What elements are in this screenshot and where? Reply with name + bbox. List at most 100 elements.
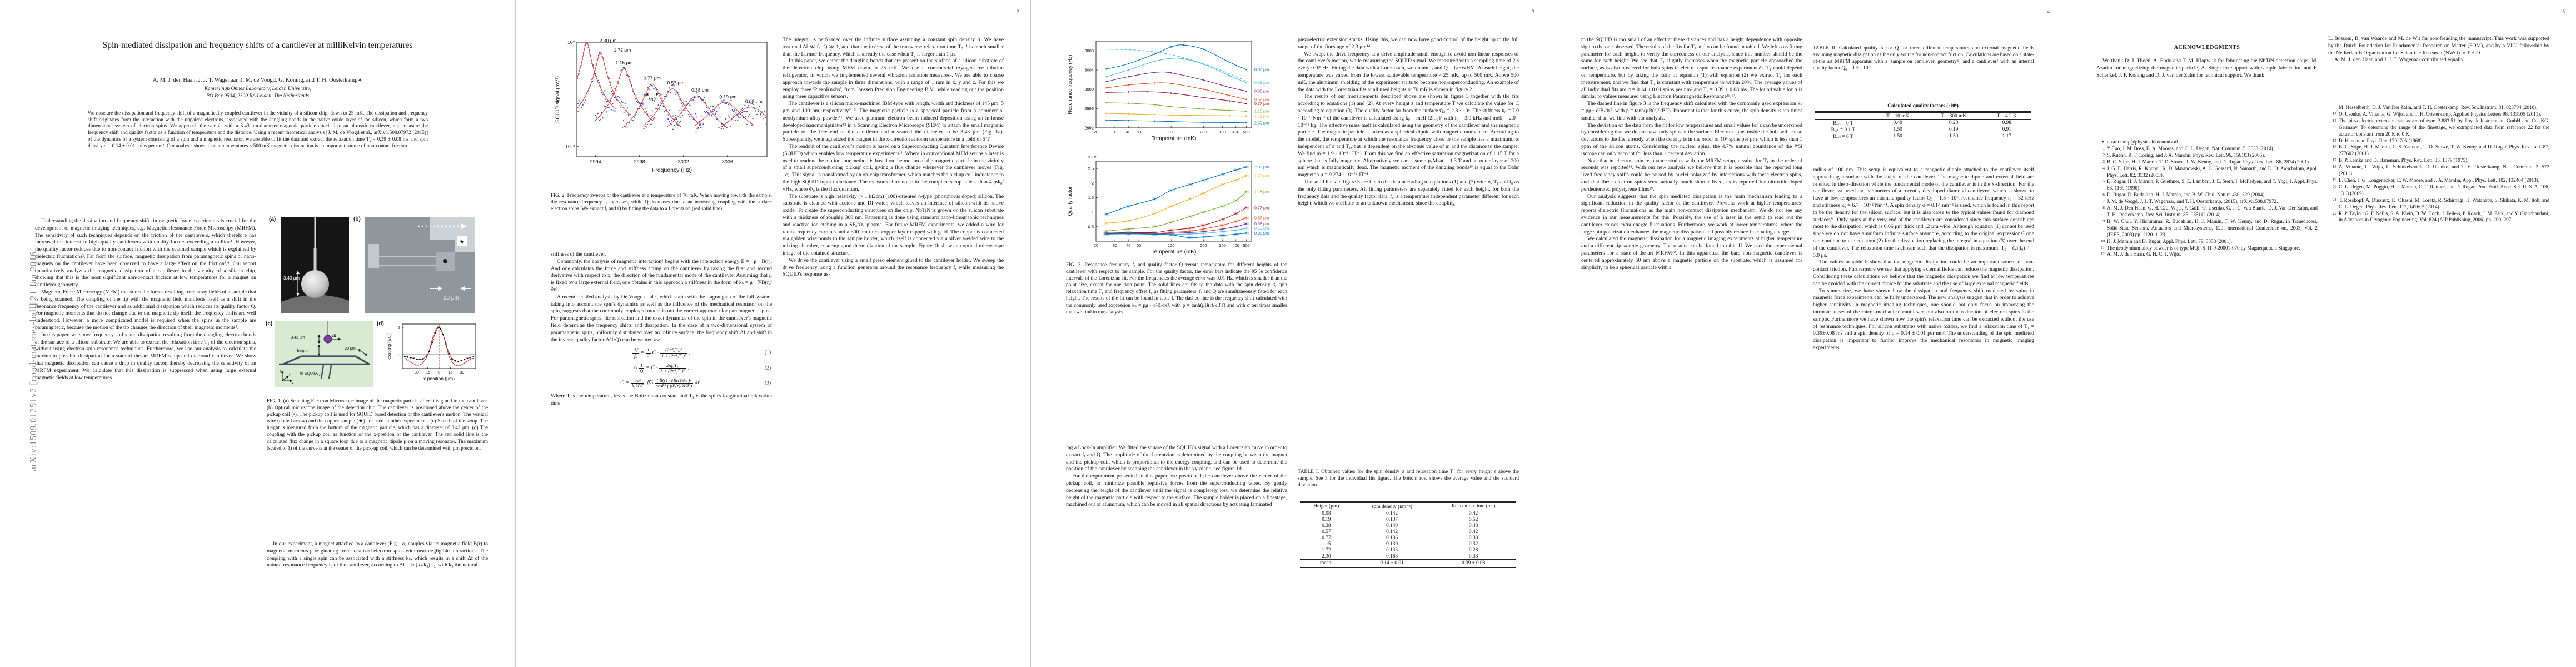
page-1: arXiv:1509.01251v2 [cond-mat.mes-hall] 2…	[0, 0, 515, 667]
table-1-caption: TABLE I. Obtained values for the spin de…	[1298, 469, 1519, 488]
fig1-scale-a-label: 3.43 μm	[283, 276, 300, 281]
svg-text:400: 400	[1232, 243, 1239, 248]
fig1-sem-image: 3.43 μm	[281, 217, 349, 313]
svg-text:30: 30	[460, 371, 464, 375]
paragraph: Our analysis suggests that the spin medi…	[1581, 193, 1802, 235]
reference-item: 21 T. Rosskopf, A. Dussaux, K. Ohashi, M.…	[2332, 197, 2549, 210]
paper-title: Spin-mediated dissipation and frequency …	[102, 41, 413, 50]
table-row: 1.72 0.133 0.28	[1322, 547, 1478, 553]
svg-text:1.15 μm: 1.15 μm	[1254, 109, 1269, 114]
svg-text:1.15 μm: 1.15 μm	[1254, 189, 1269, 194]
paragraph: The results of our measurements describe…	[1298, 93, 1519, 178]
svg-text:-15: -15	[425, 371, 430, 375]
svg-text:50: 50	[1137, 243, 1141, 248]
svg-text:30: 30	[1113, 243, 1117, 248]
svg-text:3008: 3008	[1084, 48, 1094, 53]
reference-item: 4 J. G. E. Harris, R. Knobel, K. D. Maran…	[2102, 165, 2318, 178]
reference-item: 22 R. P. Taylor, G. F. Nellis, S. A. Klei…	[2332, 210, 2550, 223]
svg-text:x position (μm): x position (μm)	[423, 376, 455, 381]
reference-item: 1 Y. Tao, J. M. Boss, B. A. Moores, and C…	[2102, 145, 2274, 151]
acknowledgments-right: L. Bossoni, B. van Waarde and M. de Wit …	[2328, 36, 2549, 64]
svg-text:50: 50	[1137, 130, 1141, 135]
svg-text:-30: -30	[413, 371, 419, 375]
fig1-scale-b-label: 30 μm	[444, 295, 459, 301]
svg-text:2992: 2992	[1084, 126, 1094, 131]
page2-left-text-a: stiffness of the cantilever. Commonly, th…	[551, 251, 772, 344]
svg-text:0.38 μm: 0.38 μm	[691, 87, 709, 93]
svg-text:2998: 2998	[634, 159, 645, 165]
reference-item: 6 D. Rugar, R. Budakian, H. J. Mamin, and…	[2102, 192, 2266, 198]
fig1-panel-c-label: (c)	[266, 321, 273, 327]
svg-text:15: 15	[449, 371, 453, 375]
fig1-axis-z: z	[280, 370, 281, 373]
page-4: 4 to the SQUID is too small of an effect…	[1546, 0, 2061, 667]
paragraph: Note that in electron spin resonance stu…	[1581, 157, 1802, 192]
svg-text:1: 1	[1092, 210, 1094, 215]
page-number-3: 3	[1532, 9, 1535, 14]
paragraph: The values in table II show that the mag…	[1813, 259, 2034, 287]
svg-text:300: 300	[1219, 243, 1226, 248]
paragraph: We swept the drive frequency at a drive …	[1298, 51, 1519, 93]
abstract: We measure the dissipation and frequency…	[88, 110, 428, 148]
svg-text:200: 200	[1200, 130, 1207, 135]
table-row: 0.77 0.136 0.38	[1322, 535, 1478, 541]
affiliation-line-1: Kamerlingh Onnes Laboratory, Leiden Univ…	[204, 86, 311, 92]
svg-text:2: 2	[1092, 181, 1094, 186]
svg-text:1.15 μm: 1.15 μm	[616, 59, 633, 65]
paragraph: Magnetic Force Microscopy (MFM) measures…	[35, 288, 256, 331]
figure-2-chart: 2994 2998 3002 3006 10⁰ 10⁻³ 2.30 μm 1.72 μm 1.1…	[555, 38, 768, 173]
fig1-panel-b-label: (b)	[353, 216, 361, 222]
svg-text:0.57 μm: 0.57 μm	[1254, 97, 1269, 102]
svg-text:1.5: 1.5	[1088, 195, 1094, 200]
fig1-panel-d-label: (d)	[377, 321, 384, 327]
svg-text:0.08 μm: 0.08 μm	[745, 99, 763, 104]
paragraph: The integral is performed over the infin…	[783, 37, 1004, 57]
reference-item: 20 C. L. Degen, M. Poggio, H. J. Mamin, C…	[2332, 183, 2549, 196]
fig1-moment-label: m	[332, 333, 336, 338]
reference-item: 18 A. Vinante, G. Wijts, L. Schinkelshoek…	[2332, 164, 2549, 177]
svg-text:0.19 μm: 0.19 μm	[719, 94, 736, 99]
svg-text:200: 200	[1200, 243, 1207, 248]
svg-text:3002: 3002	[678, 159, 689, 165]
svg-text:0.19 μm: 0.19 μm	[1254, 226, 1269, 231]
paragraph: ing a Lock-In amplifier. We fitted the s…	[1066, 445, 1287, 472]
paragraph: We calculated the magnetic dissipation f…	[1581, 236, 1802, 271]
svg-text:0.77 μm: 0.77 μm	[1254, 205, 1269, 210]
figure-3-chart: 20 30 40 50 100 200 300 400 500 2992 2996 3000 3004 3…	[1067, 41, 1269, 255]
reference-item: 9 B. W. Chui, Y. Hishinuma, R. Budakian, …	[2102, 218, 2318, 237]
page2-column-right: The integral is performed over the infin…	[783, 37, 1004, 278]
reference-item: ∗ oosterkamp@physics.leidenuniv.nl	[2101, 139, 2178, 145]
page-5: 5 ACKNOWLEDGMENTS We thank D. J. Thoen, …	[2061, 0, 2576, 667]
equation-2-number: (2)	[764, 365, 771, 371]
equation-1-number: (1)	[764, 350, 771, 356]
svg-text:0.57 μm: 0.57 μm	[667, 80, 684, 86]
fig1-axis-y: y	[289, 373, 291, 376]
page2-left-text-b: Where T is the temperature, kB is the Bo…	[551, 393, 772, 407]
svg-text:0.08 μm: 0.08 μm	[1254, 67, 1269, 72]
table-row: Bₑₓₜ = 0 T 0.49 0.20 0.98	[1833, 120, 2011, 126]
fig1-chip-image: ★ 30 μm	[365, 217, 475, 313]
equation-3: C = σμ² k₀kBT ∬S( B̂(r) · ∂B(r)/∂x )² cosh² …	[620, 377, 771, 389]
equation-2: Δ 1 Q = C · 2πf₀T₁ 1 + (2πf₀T₁)², (2)	[634, 362, 771, 374]
reference-item: 12 A. M. J. den Haan, G. H. C. J. Wijts,	[2100, 251, 2181, 257]
fig1-c-scale-label: 3.43 μm	[291, 336, 305, 340]
reference-item: 3 B. C. Stipe, H. J. Mamin, T. D. Stowe, …	[2102, 158, 2310, 165]
svg-text:coupling (a.u.): coupling (a.u.)	[387, 333, 392, 360]
page4-column-right: radius of 100 nm. This setup is equivale…	[1813, 167, 2034, 352]
paragraph: to the SQUID is too small of an effect a…	[1581, 37, 1802, 100]
paragraph: In this paper, we detect the dangling bo…	[783, 58, 1004, 100]
table-2-caption: TABLE II. Calculated quality factor Q fo…	[1813, 45, 2034, 71]
table-2-title: Calculated quality factors (·10⁶)	[1887, 103, 1959, 109]
reference-item: 2 S. Kuehn, R. F. Loring, and J. A. Maroh…	[2102, 152, 2265, 158]
fig1-coil-scale-label: 30 μm	[345, 347, 356, 351]
affiliation-line-2: PO Box 9504, 2300 RA Leiden, The Netherl…	[206, 93, 309, 99]
paragraph: radius of 100 nm. This setup is equivale…	[1813, 167, 2034, 258]
svg-text:0: 0	[398, 354, 400, 357]
reference-item: 13 O. Usenko, A. Vinante, G. Wijts, and T…	[2332, 111, 2542, 117]
svg-text:0.38 μm: 0.38 μm	[1254, 89, 1269, 94]
paragraph: The substrate is high resistivity (> 1 k…	[783, 193, 1004, 256]
table-1-mean-row: mean: 0.14 ± 0.01 0.39 ± 0.08	[1300, 559, 1516, 567]
paragraph: The deviation of the data from the fit f…	[1581, 122, 1802, 157]
svg-text:100: 100	[1168, 243, 1175, 248]
